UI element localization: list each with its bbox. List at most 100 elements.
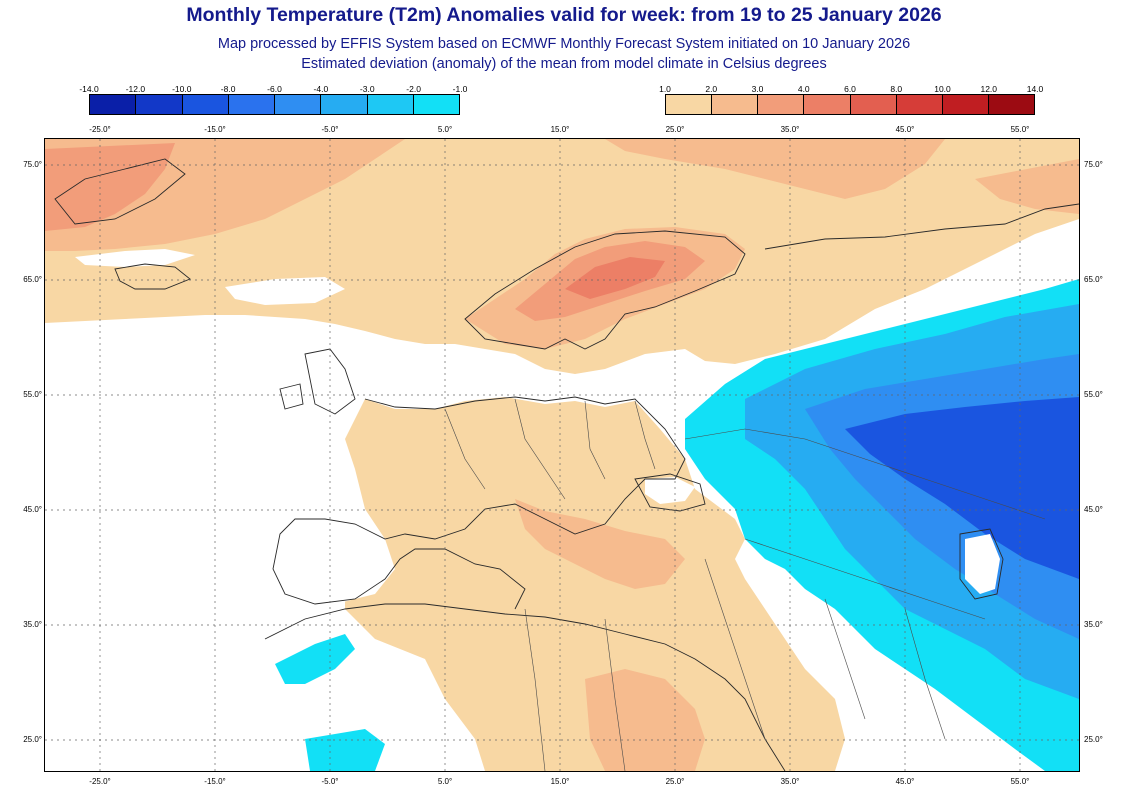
axis-label: 65.0° [1084, 275, 1103, 284]
coastline-british-isles [279, 348, 356, 415]
graticule-grid [45, 139, 1079, 771]
coastline-africa-north [264, 603, 786, 771]
axis-label: 55.0° [1084, 390, 1103, 399]
axis-label: 5.0° [437, 777, 453, 786]
axis-label: 75.0° [23, 160, 42, 169]
axis-label: -25.0° [89, 125, 111, 134]
axis-label: 15.0° [550, 777, 570, 786]
warm-anomaly-balkans [515, 499, 685, 589]
axis-label: 75.0° [1084, 160, 1103, 169]
legend-warm-ticks: 1.0 2.0 3.0 4.0 6.0 8.0 10.0 12.0 14.0 [659, 84, 1043, 94]
axis-label: -15.0° [204, 125, 226, 134]
normal-anomaly-iberia [270, 517, 395, 604]
normal-anomaly-patch-north-atlantic [225, 277, 345, 305]
legend-cold-tick: -1.0 [452, 84, 468, 94]
axis-label: 35.0° [780, 777, 800, 786]
country-borders [444, 398, 1046, 771]
axis-label: 25.0° [665, 777, 685, 786]
legend-cold-swatch [228, 95, 275, 114]
legend-warm-swatch [804, 95, 851, 114]
legend-cold-tick: -8.0 [220, 84, 236, 94]
axis-label: 65.0° [23, 275, 42, 284]
warm-anomaly-europe [345, 397, 845, 771]
anomaly-map [44, 138, 1080, 772]
cold-anomaly-sahara-west [305, 729, 385, 771]
warm-anomaly-arctic-east [975, 159, 1079, 214]
axis-label: 35.0° [1084, 620, 1103, 629]
legend-cold-swatch [90, 95, 137, 114]
normal-anomaly-black-sea [645, 477, 695, 504]
coastlines [54, 158, 1079, 771]
axis-label: -25.0° [89, 777, 111, 786]
legend-warm-tick: 8.0 [890, 84, 903, 94]
axis-label: -5.0° [321, 777, 339, 786]
legend-cold-tick: -12.0 [125, 84, 146, 94]
legend-cold-swatch [321, 95, 368, 114]
legend-warm-tick: 3.0 [751, 84, 764, 94]
axis-label: 5.0° [437, 125, 453, 134]
legend-warm-tick: 12.0 [980, 84, 998, 94]
legend-cold-tick: -4.0 [313, 84, 329, 94]
legend-warm-tick: 10.0 [934, 84, 951, 94]
legend-warm-swatch [758, 95, 805, 114]
legend-warm-swatch [896, 95, 943, 114]
axis-label: 45.0° [895, 777, 915, 786]
axis-label: 25.0° [1084, 735, 1103, 744]
coastline-caspian [959, 528, 1004, 600]
legend-warm-tick: 2.0 [705, 84, 718, 94]
borders-europe [444, 398, 1046, 771]
subtitle-units: Estimated deviation (anomaly) of the mea… [301, 56, 827, 72]
legend-cold-swatch [136, 95, 183, 114]
cold-anomaly-russia-deep [845, 397, 1079, 579]
legend-warm-tick: 1.0 [659, 84, 671, 94]
axis-label: 25.0° [23, 735, 42, 744]
legend-cold-colorbar [89, 94, 460, 115]
page-title: Monthly Temperature (T2m) Anomalies vali… [186, 4, 942, 26]
warm-anomaly-scandinavia-max [565, 257, 665, 299]
coastline-europe-main [272, 396, 686, 610]
legend-cold-tick: -3.0 [359, 84, 375, 94]
axis-label: 15.0° [550, 125, 570, 134]
normal-anomaly-caspian [965, 534, 1000, 594]
coastline-black-sea [634, 473, 706, 512]
axis-label: 55.0° [23, 390, 42, 399]
legend-warm-colorbar [665, 94, 1035, 115]
legend-warm-tick: 14.0 [1026, 84, 1044, 94]
legend-cold-swatch [275, 95, 322, 114]
legend-cold-tick: -6.0 [267, 84, 282, 94]
legend-warm-swatch [942, 95, 989, 114]
legend-cold-swatch [367, 95, 414, 114]
legend-cold-tick: -14.0 [79, 84, 99, 94]
coastline-arctic-east [764, 203, 1079, 250]
legend-warm-swatch [988, 95, 1034, 114]
axis-label: -15.0° [204, 777, 226, 786]
legend-cold-ticks: -14.0 -12.0 -10.0 -8.0 -6.0 -4.0 -3.0 -2.0 -1.0 [79, 84, 467, 94]
legend-cold-anomalies: -14.0 -12.0 -10.0 -8.0 -6.0 -4.0 -3.0 -2.0 -1.0 [79, 84, 467, 116]
normal-anomaly-patch-iceland-sea [75, 249, 195, 267]
axis-label: 45.0° [23, 505, 42, 514]
axis-label: 25.0° [665, 125, 685, 134]
coastline-iceland [114, 263, 191, 290]
legend-warm-swatch [850, 95, 897, 114]
axis-label: 35.0° [780, 125, 800, 134]
anomaly-map-canvas [45, 139, 1079, 771]
legend-cold-swatch [182, 95, 229, 114]
cold-anomaly-north-africa-west [275, 634, 355, 684]
legend-warm-swatch [666, 95, 713, 114]
legend-warm-anomalies: 1.0 2.0 3.0 4.0 6.0 8.0 10.0 12.0 14.0 [659, 84, 1043, 116]
axis-label: 35.0° [23, 620, 42, 629]
legend-cold-tick: -10.0 [172, 84, 192, 94]
coastline-greenland [54, 158, 186, 225]
warm-anomaly-barents-sea [605, 139, 945, 199]
legend-cold-swatch [413, 95, 459, 114]
axis-label: 45.0° [895, 125, 915, 134]
legend-warm-swatch [712, 95, 759, 114]
legend-warm-tick: 4.0 [797, 84, 810, 94]
subtitle-processing: Map processed by EFFIS System based on E… [217, 36, 911, 52]
axis-label: 55.0° [1010, 125, 1030, 134]
legend-warm-tick: 6.0 [844, 84, 856, 94]
coastline-scandinavia [464, 230, 746, 350]
axis-label: 45.0° [1084, 505, 1103, 514]
axis-label: 55.0° [1010, 777, 1030, 786]
axis-label: -5.0° [321, 125, 339, 134]
